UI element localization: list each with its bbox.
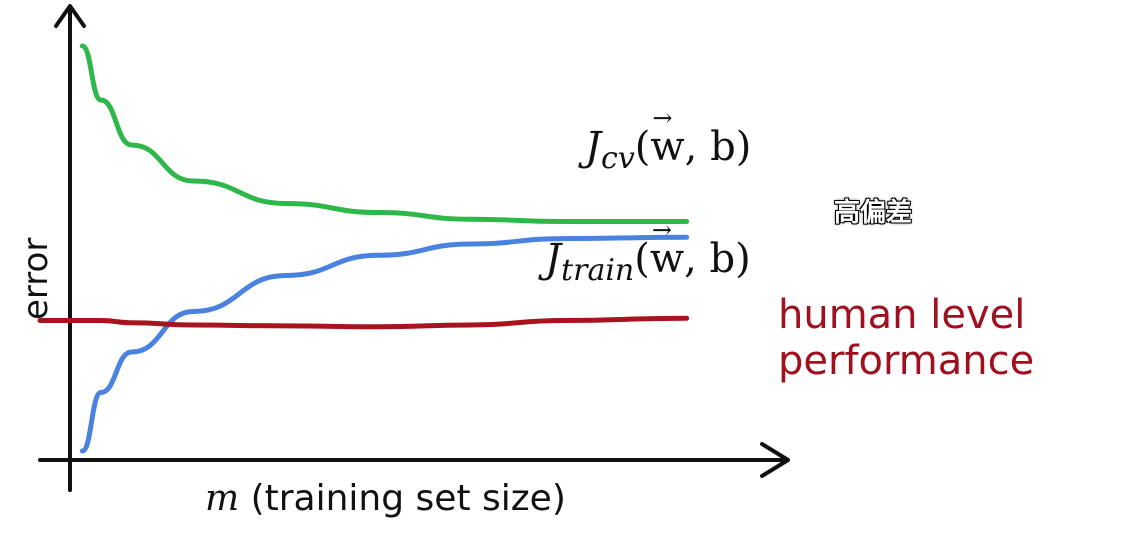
series-label-train-arg: w [650, 216, 684, 282]
series-label-cv-sub: cv [601, 141, 635, 176]
x-axis-label-text: (training set size) [250, 478, 566, 519]
y-axis-label: error [16, 237, 56, 320]
caption-overlay: 高偏差 [834, 198, 913, 228]
series-label-cv: Jcv(w, b) [585, 104, 752, 176]
series-label-train-main: J [545, 236, 562, 282]
series-label-cv-tail: , b) [684, 124, 752, 170]
series-label-cv-arg: w [650, 104, 684, 170]
series-label-human-line2: performance [778, 338, 1035, 384]
series-label-train-sub: train [561, 253, 635, 288]
x-axis-arrowhead [760, 442, 790, 478]
series-layer [37, 43, 690, 454]
series-line-train [79, 234, 690, 454]
series-label-human-line1: human level [778, 292, 1026, 338]
series-label-cv-main: J [585, 124, 602, 170]
series-line-cv [79, 43, 690, 225]
series-line-human [37, 315, 690, 330]
series-label-train: Jtrain(w, b) [545, 216, 751, 288]
y-axis-arrowhead [54, 4, 86, 28]
series-label-human: human level performance [778, 292, 1034, 384]
series-label-train-tail: , b) [684, 236, 751, 282]
x-axis-label: m (training set size) [205, 478, 566, 519]
x-axis-variable: m [205, 478, 240, 519]
axes [38, 4, 790, 492]
